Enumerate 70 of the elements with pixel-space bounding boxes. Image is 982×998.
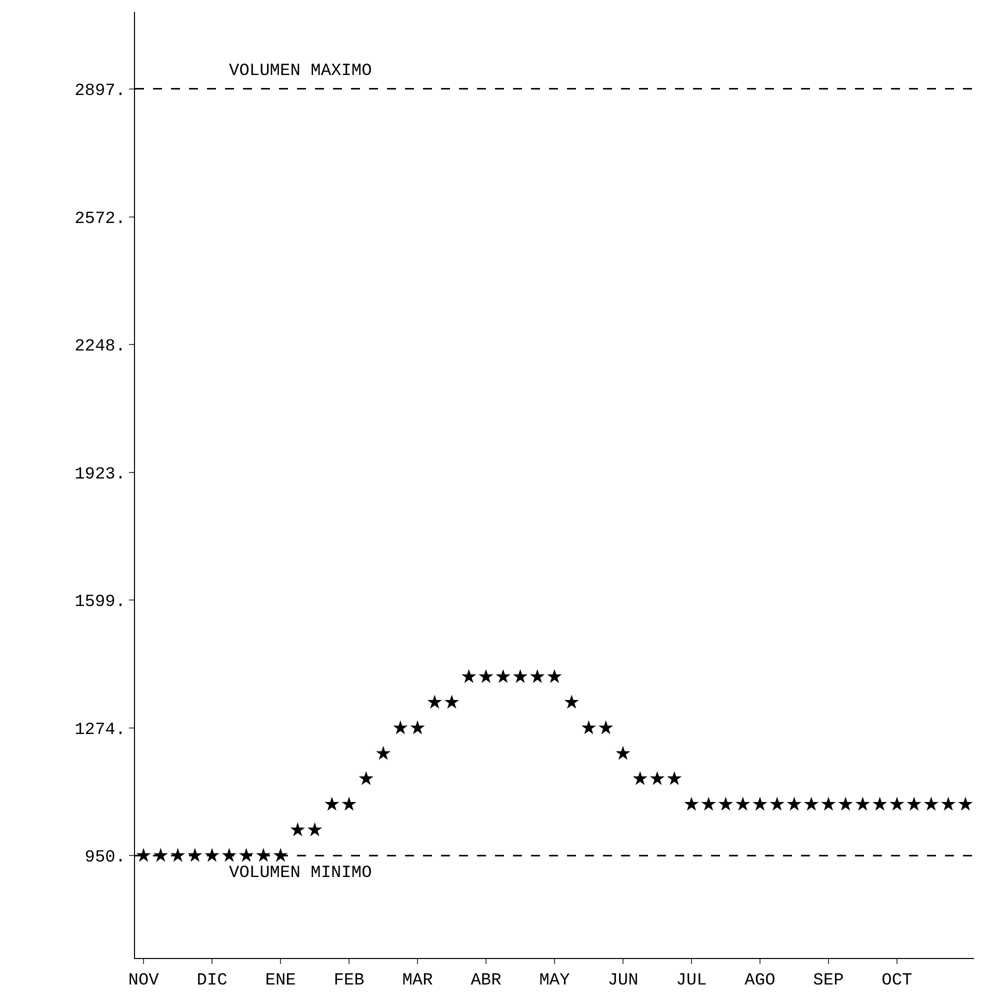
point [890,796,904,811]
point [342,796,356,811]
y-tick-label: 2248. [74,337,126,356]
point [667,771,682,786]
point [444,694,460,709]
point [581,720,596,734]
point [427,694,442,709]
point [632,771,648,786]
point [958,796,973,811]
point [496,669,510,684]
x-tick-label: MAR [402,971,433,990]
point [701,796,716,811]
ref-line-label: VOLUMEN MAXIMO [229,62,372,81]
point [684,796,699,811]
point [924,796,939,811]
point [821,796,836,811]
point [906,796,922,811]
x-tick-label: ABR [470,971,502,990]
point [838,796,853,811]
x-tick-label: JUL [676,971,707,990]
point [462,669,476,684]
point [650,771,665,786]
point [256,848,271,862]
x-tick-label: FEB [334,971,364,990]
point [222,848,236,862]
x-tick-label: DIC [196,971,228,990]
point [238,848,254,862]
point [153,848,168,862]
point [324,796,340,811]
x-tick-label: OCT [882,971,912,990]
point [393,720,408,734]
point [770,796,784,811]
x-tick-label: AGO [744,971,776,990]
point [376,746,391,760]
point [188,848,202,862]
y-tick-label: 2572. [74,210,126,229]
y-tick-label: 1274. [74,720,126,740]
point [478,669,494,684]
point [170,848,186,862]
point [872,796,888,811]
point [410,720,425,734]
point [204,848,220,862]
point [547,669,562,684]
x-tick-label: SEP [813,971,844,990]
point [358,771,374,786]
point [941,796,956,811]
point [512,669,528,684]
point [786,796,802,811]
point [307,822,322,836]
point [616,746,630,760]
point [752,796,768,811]
y-tick-label: 1599. [74,592,126,612]
y-tick-label: 1923. [74,465,126,484]
point [718,796,734,811]
y-tick-label: 2897. [74,82,126,101]
point [855,796,870,811]
point [564,694,579,709]
y-tick-label: 950. [84,848,126,868]
point [804,796,819,811]
x-tick-label: MAY [539,971,570,990]
x-tick-label: JUN [608,971,638,990]
point [136,848,151,862]
point [736,796,750,811]
point [598,720,614,734]
point [530,669,545,684]
ref-line-label: VOLUMEN MINIMO [229,864,372,883]
point [273,848,288,862]
x-tick-label: NOV [128,971,160,990]
x-tick-label: ENE [265,971,296,990]
point [290,822,305,836]
